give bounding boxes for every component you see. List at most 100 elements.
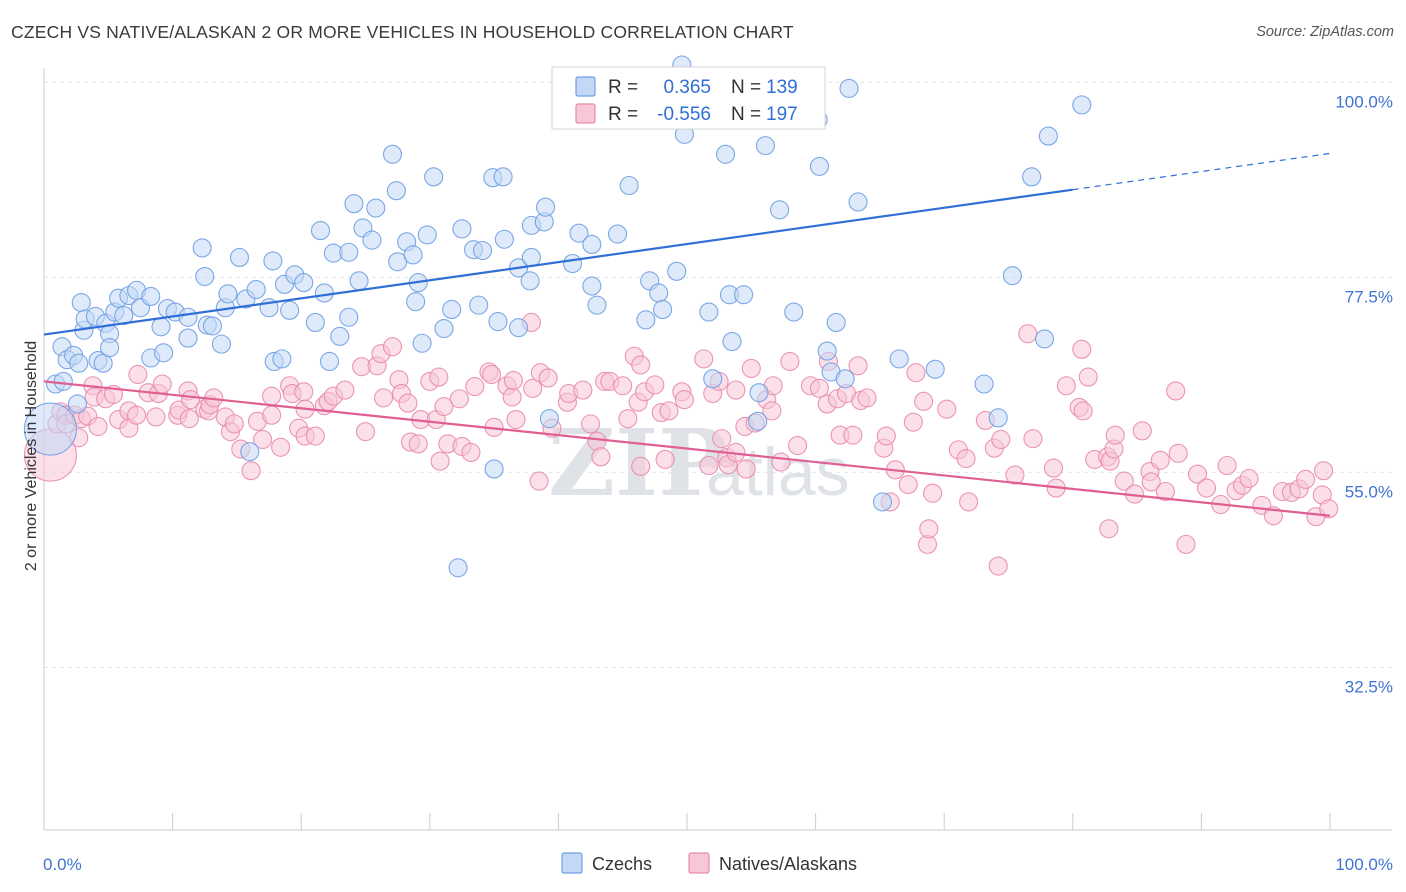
data-point bbox=[974, 374, 994, 394]
stats-n-label-czechs: N = bbox=[731, 77, 761, 98]
data-point bbox=[703, 369, 723, 389]
data-point bbox=[655, 449, 675, 469]
data-point bbox=[1166, 381, 1186, 401]
trend-line bbox=[43, 380, 1331, 517]
data-point bbox=[857, 388, 877, 408]
data-point bbox=[843, 425, 863, 445]
data-point bbox=[386, 181, 406, 201]
data-point bbox=[294, 382, 314, 402]
data-point bbox=[53, 371, 73, 391]
data-point bbox=[748, 411, 768, 431]
x-tick-label: 100.0% bbox=[1335, 855, 1393, 874]
data-point bbox=[192, 238, 212, 258]
data-point bbox=[241, 461, 261, 481]
y-tick-label: 77.5% bbox=[1345, 287, 1393, 306]
series-czechs bbox=[23, 55, 1092, 578]
stats-n-value-czechs: 139 bbox=[766, 77, 798, 98]
data-point bbox=[484, 459, 504, 479]
data-point bbox=[872, 492, 893, 512]
data-point bbox=[1217, 455, 1237, 476]
data-point bbox=[674, 390, 694, 410]
data-point bbox=[988, 556, 1008, 576]
data-point bbox=[762, 401, 782, 421]
data-point bbox=[362, 230, 382, 250]
data-point bbox=[263, 251, 283, 271]
data-point bbox=[699, 302, 719, 322]
data-point bbox=[224, 414, 244, 434]
data-point bbox=[449, 389, 469, 409]
data-point bbox=[88, 416, 108, 437]
data-point bbox=[506, 409, 526, 430]
data-point bbox=[403, 245, 423, 265]
data-point bbox=[434, 318, 454, 339]
data-point bbox=[472, 240, 493, 261]
data-point bbox=[141, 286, 161, 307]
data-point bbox=[659, 401, 679, 421]
data-point bbox=[366, 198, 386, 218]
legend: Czechs Natives/Alaskans bbox=[561, 852, 857, 874]
data-point bbox=[826, 312, 846, 333]
data-point bbox=[262, 405, 282, 425]
data-point bbox=[889, 349, 909, 369]
data-point bbox=[179, 409, 199, 429]
data-point bbox=[1155, 481, 1175, 502]
data-point bbox=[1319, 499, 1339, 519]
data-point bbox=[587, 431, 607, 451]
data-point bbox=[645, 375, 665, 395]
data-point bbox=[780, 351, 800, 372]
data-point bbox=[154, 343, 174, 363]
stats-r-value-natives: -0.556 bbox=[657, 104, 711, 125]
data-point bbox=[1314, 461, 1334, 481]
data-point bbox=[817, 341, 837, 361]
data-point bbox=[539, 409, 559, 429]
data-point bbox=[734, 285, 754, 305]
data-point bbox=[398, 393, 418, 413]
data-point bbox=[280, 300, 300, 320]
data-point bbox=[253, 429, 273, 450]
data-point bbox=[562, 253, 583, 274]
data-point bbox=[417, 225, 437, 245]
data-point bbox=[1196, 478, 1217, 498]
data-point bbox=[736, 459, 756, 479]
y-tick-labels: 100.0% 77.5% 55.0% 32.5% bbox=[1335, 92, 1393, 696]
data-point bbox=[502, 387, 522, 407]
data-point bbox=[520, 271, 540, 291]
data-point bbox=[991, 429, 1011, 450]
data-point bbox=[726, 380, 746, 400]
data-point bbox=[128, 364, 148, 385]
data-point bbox=[653, 299, 673, 320]
data-point bbox=[1141, 472, 1161, 492]
data-point bbox=[114, 305, 134, 326]
data-point bbox=[294, 273, 314, 293]
data-point bbox=[319, 351, 340, 372]
data-point bbox=[649, 283, 669, 303]
data-point bbox=[903, 412, 923, 432]
stats-r-value-czechs: 0.365 bbox=[663, 77, 711, 98]
data-point bbox=[508, 318, 529, 338]
data-point bbox=[240, 442, 260, 462]
data-point bbox=[722, 331, 742, 352]
data-point bbox=[355, 422, 376, 442]
data-point bbox=[330, 326, 350, 346]
data-point bbox=[784, 302, 804, 322]
data-point bbox=[494, 229, 514, 249]
data-point bbox=[271, 437, 291, 457]
data-point bbox=[523, 378, 543, 398]
data-point bbox=[591, 447, 611, 467]
data-point bbox=[618, 409, 638, 429]
data-point bbox=[582, 276, 602, 296]
data-point bbox=[429, 367, 449, 387]
data-point bbox=[335, 380, 355, 400]
data-point bbox=[488, 312, 508, 332]
data-point bbox=[956, 449, 976, 469]
data-point bbox=[741, 358, 761, 378]
data-point bbox=[1038, 126, 1058, 146]
y-tick-label: 55.0% bbox=[1345, 482, 1393, 501]
data-point bbox=[412, 333, 432, 353]
data-point bbox=[1132, 421, 1152, 441]
data-point bbox=[694, 349, 714, 369]
data-point bbox=[349, 271, 369, 291]
data-point bbox=[373, 388, 394, 408]
stats-box: R = 0.365 N = 139 R = -0.556 N = 197 bbox=[551, 66, 826, 130]
data-point bbox=[1023, 429, 1043, 449]
